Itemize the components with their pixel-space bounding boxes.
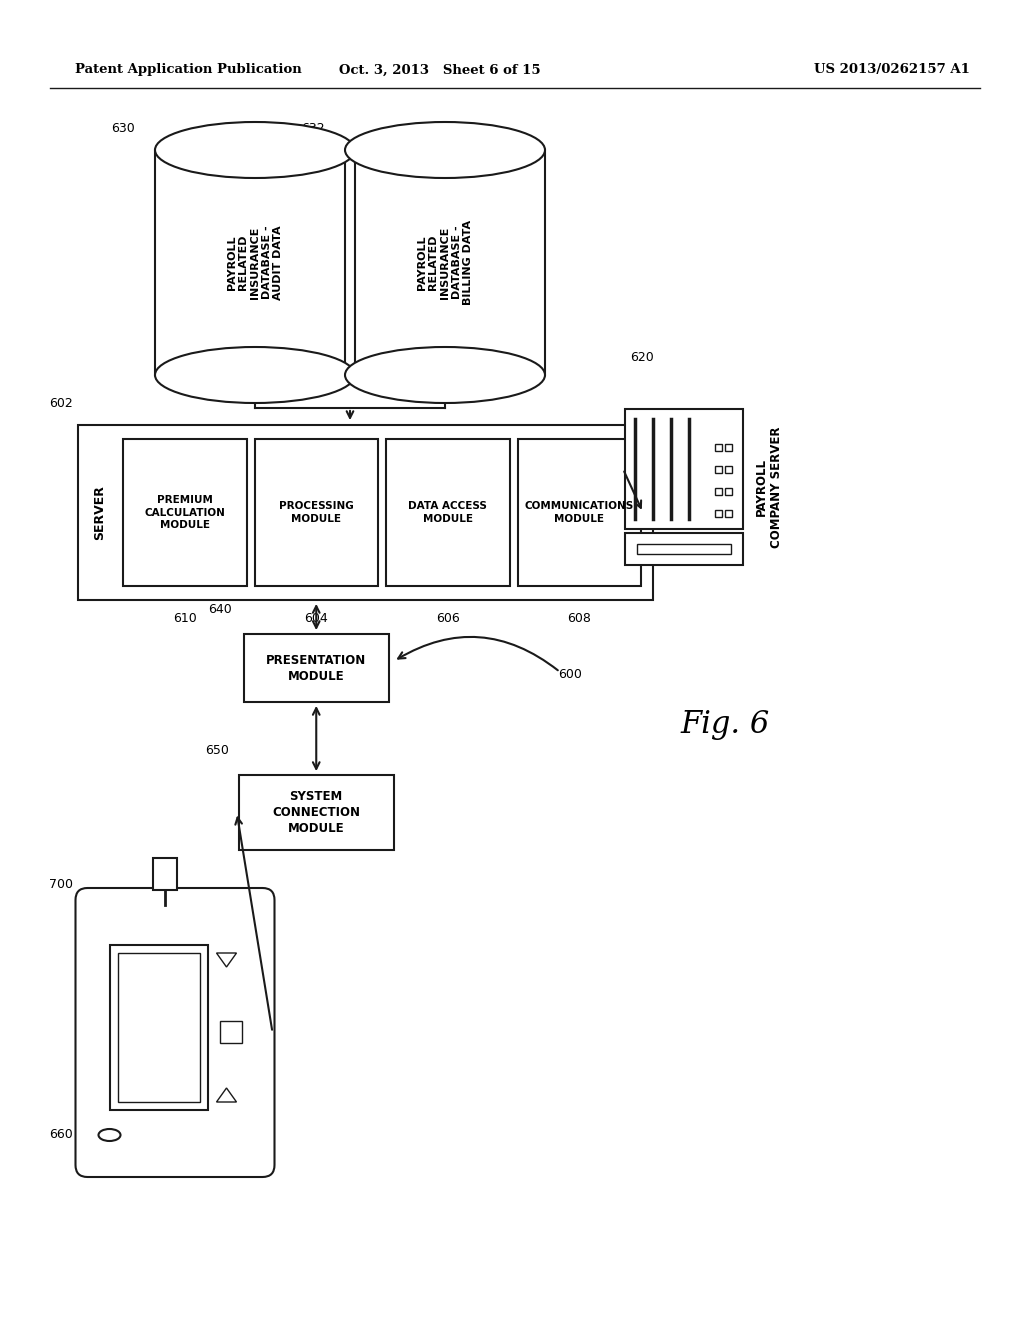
Bar [153,858,177,890]
Bar [725,466,732,473]
Bar [725,444,732,451]
Text: 600: 600 [558,668,582,681]
Bar [239,775,394,850]
Bar [625,533,743,565]
Text: 632: 632 [301,121,325,135]
Text: Oct. 3, 2013   Sheet 6 of 15: Oct. 3, 2013 Sheet 6 of 15 [339,63,541,77]
Text: DATA ACCESS
MODULE: DATA ACCESS MODULE [409,502,487,524]
Text: 620: 620 [630,351,653,364]
Text: 606: 606 [436,612,460,624]
Bar [725,510,732,517]
Bar [715,466,722,473]
Text: 650: 650 [205,744,228,756]
Bar [123,440,247,586]
Text: SERVER: SERVER [93,484,106,540]
Ellipse shape [155,347,355,403]
Bar [517,440,641,586]
Bar [78,425,653,601]
Text: 602: 602 [49,397,73,411]
Ellipse shape [345,121,545,178]
Bar [625,409,743,529]
Bar [715,510,722,517]
Text: 608: 608 [567,612,591,624]
Text: 700: 700 [48,879,73,891]
Text: 630: 630 [112,121,135,135]
Bar [386,440,510,586]
Bar [715,488,722,495]
Bar [219,1020,242,1043]
FancyBboxPatch shape [76,888,274,1177]
Text: Fig. 6: Fig. 6 [680,710,769,741]
Text: PRESENTATION
MODULE: PRESENTATION MODULE [266,653,367,682]
Text: PROCESSING
MODULE: PROCESSING MODULE [279,502,353,524]
Text: PAYROLL
COMPANY SERVER: PAYROLL COMPANY SERVER [755,426,783,548]
Ellipse shape [345,347,545,403]
Bar [110,945,208,1110]
Text: PREMIUM
CALCULATION
MODULE: PREMIUM CALCULATION MODULE [144,495,225,529]
Text: Patent Application Publication: Patent Application Publication [75,63,302,77]
Ellipse shape [98,1129,121,1140]
Bar [725,488,732,495]
Ellipse shape [155,121,355,178]
Bar [637,544,731,554]
Polygon shape [345,150,545,375]
Text: PAYROLL
RELATED
INSURANCE
DATABASE -
BILLING DATA: PAYROLL RELATED INSURANCE DATABASE - BIL… [417,220,473,305]
Text: PAYROLL
RELATED
INSURANCE
DATABASE -
AUDIT DATA: PAYROLL RELATED INSURANCE DATABASE - AUD… [226,226,284,300]
Text: COMMUNICATIONS
MODULE: COMMUNICATIONS MODULE [524,502,634,524]
Text: 640: 640 [208,603,231,616]
Polygon shape [155,150,355,375]
Text: SYSTEM
CONNECTION
MODULE: SYSTEM CONNECTION MODULE [272,789,360,836]
Bar [244,634,389,702]
Bar [715,444,722,451]
Text: 660: 660 [49,1129,73,1142]
Text: US 2013/0262157 A1: US 2013/0262157 A1 [814,63,970,77]
Bar [118,953,200,1102]
Text: 610: 610 [173,612,197,624]
Bar [255,440,378,586]
Text: 604: 604 [304,612,328,624]
